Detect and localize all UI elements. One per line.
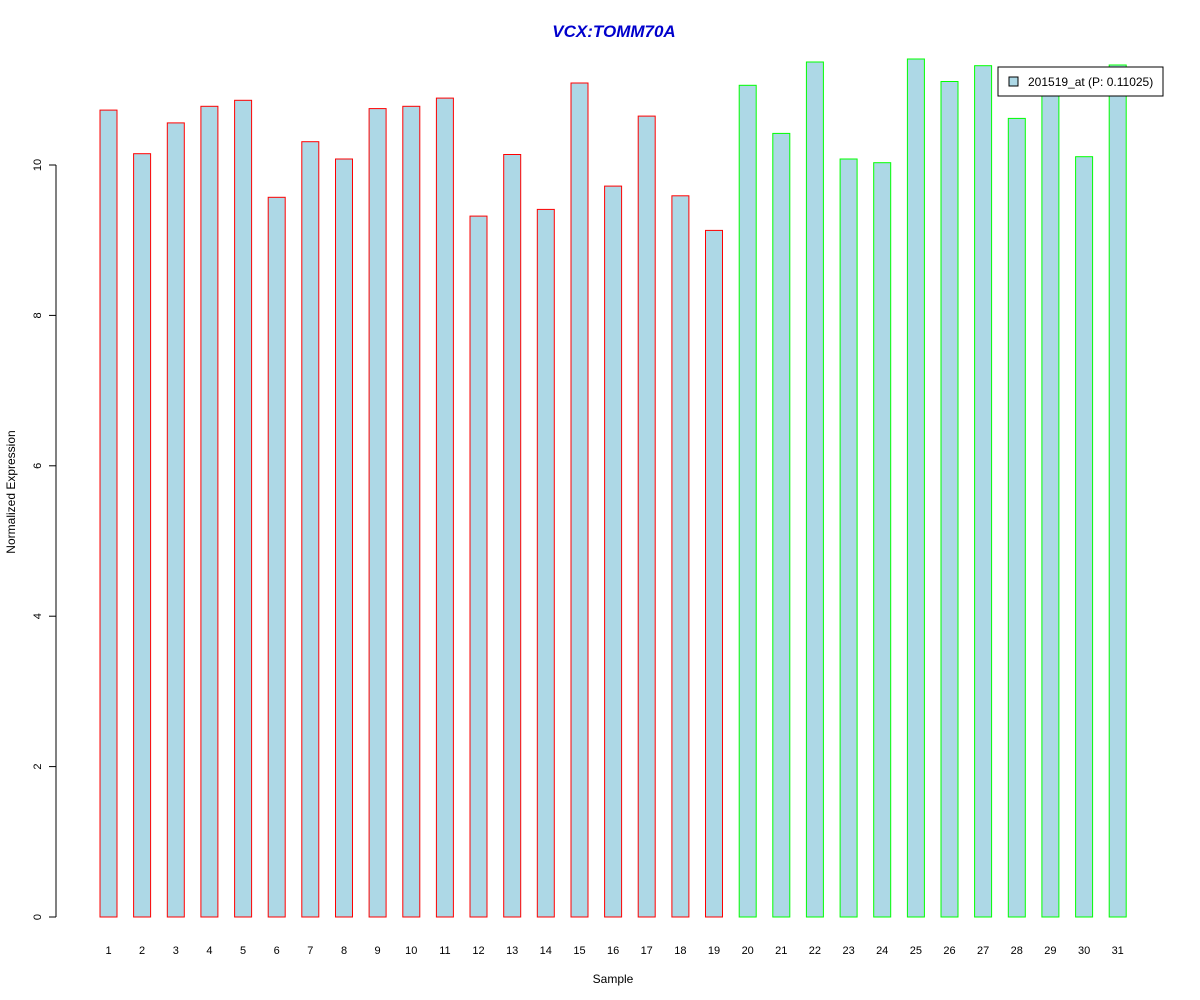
x-tick-label: 2: [139, 945, 145, 957]
x-tick-label: 12: [472, 945, 484, 957]
bar-sample-19: [705, 229, 723, 918]
y-tick-label: 4: [32, 613, 44, 619]
x-tick-label: 26: [943, 945, 955, 957]
x-tick-label: 27: [977, 945, 989, 957]
bar-sample-23: [839, 158, 858, 918]
bar-sample-27: [974, 65, 993, 918]
x-tick-label: 11: [439, 945, 450, 957]
bar-sample-21: [772, 132, 791, 918]
x-tick-label: 6: [274, 945, 280, 957]
bar-sample-11: [435, 97, 454, 918]
bar-sample-12: [469, 215, 488, 918]
bar-sample-30: [1075, 156, 1094, 918]
legend-label: 201519_at (P: 0.11025): [1028, 75, 1153, 89]
x-tick-label: 19: [708, 945, 720, 957]
x-tick-label: 20: [742, 945, 754, 957]
bar-sample-10: [402, 105, 421, 918]
bar-sample-3: [166, 122, 185, 918]
x-axis-title: Sample: [593, 972, 634, 986]
y-tick-label: 6: [32, 463, 44, 469]
bar-sample-28: [1007, 117, 1026, 918]
x-tick-label: 21: [775, 945, 787, 957]
bar-sample-4: [200, 105, 219, 918]
x-tick-label: 29: [1044, 945, 1056, 957]
bar-sample-24: [873, 162, 892, 918]
x-tick-label: 1: [105, 945, 111, 957]
y-tick-label: 10: [32, 159, 44, 171]
x-tick-label: 28: [1011, 945, 1023, 957]
bar-sample-15: [570, 82, 589, 918]
x-tick-label: 8: [341, 945, 347, 957]
bars: [99, 58, 1127, 918]
y-axis: 0 2 4 6 8 10: [32, 159, 57, 920]
bar-sample-7: [301, 141, 320, 918]
x-tick-label: 30: [1078, 945, 1090, 957]
bar-sample-25: [906, 58, 925, 918]
bar-sample-31: [1108, 64, 1127, 918]
bar-sample-2: [133, 153, 152, 918]
bar-sample-18: [671, 195, 690, 918]
x-tick-label: 23: [842, 945, 854, 957]
chart-title: VCX:TOMM70A: [552, 22, 675, 41]
bar-sample-20: [738, 84, 757, 918]
x-tick-label: 17: [641, 945, 653, 957]
y-tick-label: 0: [32, 914, 44, 920]
x-tick-label: 18: [674, 945, 686, 957]
x-tick-label: 25: [910, 945, 922, 957]
y-axis-title: Normalized Expression: [4, 430, 18, 553]
x-tick-label: 16: [607, 945, 619, 957]
bar-sample-6: [267, 196, 286, 918]
x-tick-label: 3: [173, 945, 179, 957]
bar-sample-29: [1041, 89, 1060, 918]
bar-sample-16: [604, 185, 623, 918]
legend-swatch: [1008, 76, 1019, 87]
bar-sample-8: [335, 158, 353, 918]
bar-sample-17: [637, 115, 656, 918]
y-tick-label: 2: [32, 764, 44, 770]
x-tick-label: 24: [876, 945, 888, 957]
bar-sample-5: [234, 99, 253, 918]
x-tick-label: 14: [540, 945, 552, 957]
bar-sample-1: [99, 109, 118, 918]
x-tick-label: 9: [375, 945, 381, 957]
x-tick-label: 22: [809, 945, 821, 957]
x-tick-label: 13: [506, 945, 518, 957]
x-tick-label: 7: [307, 945, 313, 957]
y-tick-label: 8: [32, 312, 44, 318]
bar-sample-26: [940, 81, 959, 918]
x-tick-label: 10: [405, 945, 417, 957]
bar-sample-9: [368, 108, 387, 918]
x-tick-label: 5: [240, 945, 246, 957]
x-axis-labels: 1 2 3 4 5 6 7 8 9 10 11 12 13 14 15 16 17 18 19 20 21 22 23 24 2…: [105, 945, 1123, 957]
legend: 201519_at (P: 0.11025): [997, 66, 1164, 97]
x-tick-label: 15: [573, 945, 585, 957]
x-tick-label: 4: [206, 945, 212, 957]
bar-sample-14: [536, 208, 555, 918]
bar-sample-13: [503, 154, 522, 918]
x-tick-label: 31: [1112, 945, 1124, 957]
bar-sample-22: [805, 61, 824, 918]
legend-box: [997, 66, 1164, 97]
